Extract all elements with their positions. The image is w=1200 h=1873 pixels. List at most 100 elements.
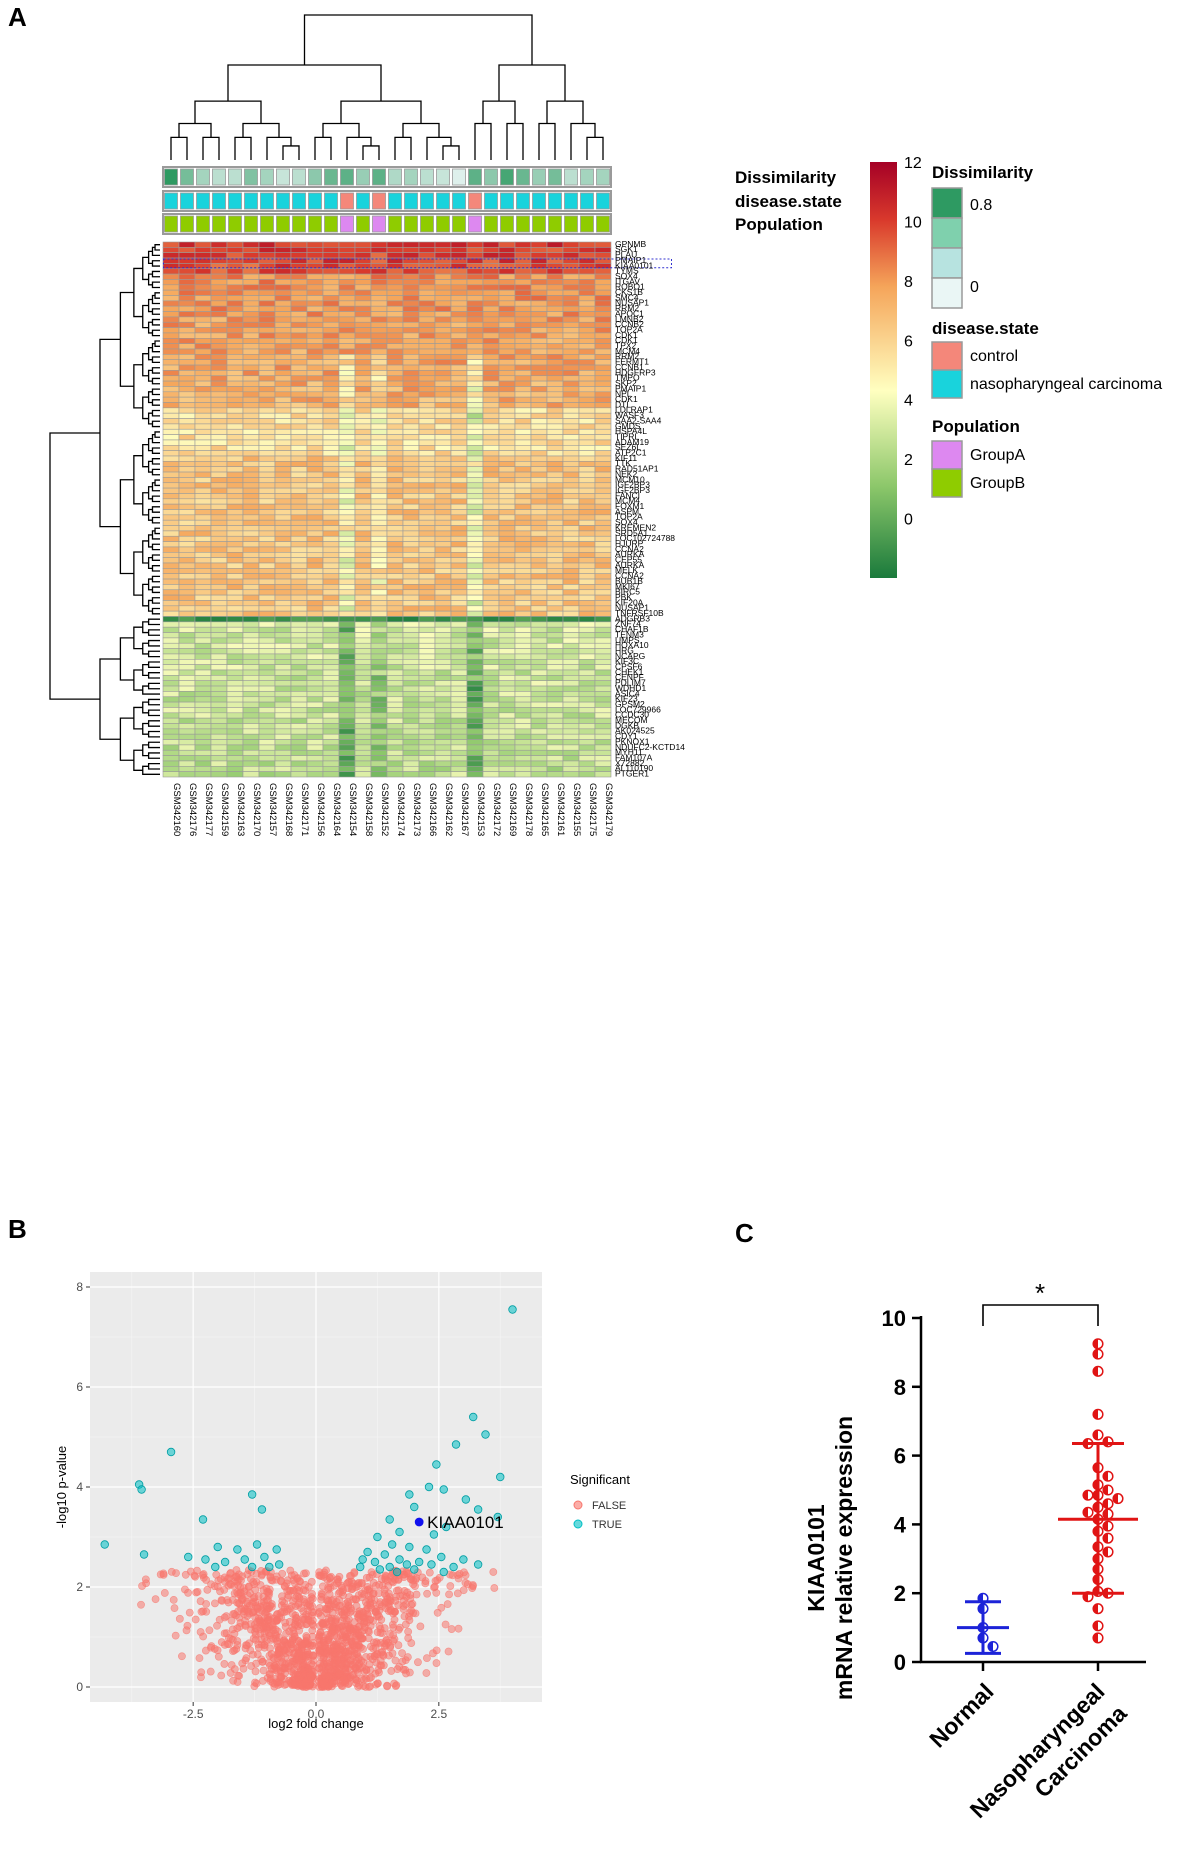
heatmap-cell: [450, 616, 468, 623]
heatmap-cell: [450, 444, 468, 451]
gene-label: CDY1: [615, 731, 638, 741]
heatmap-cell: [258, 327, 276, 334]
heatmap-cell: [178, 327, 196, 334]
heatmap-cell: [594, 498, 612, 505]
heatmap-cell: [338, 455, 356, 462]
heatmap-cell: [450, 434, 468, 441]
heatmap-cell: [498, 418, 516, 425]
heatmap-cell: [242, 653, 260, 660]
heatmap-cell: [466, 273, 484, 280]
color-scale-bar: [870, 162, 897, 578]
heatmap-cell: [354, 658, 372, 665]
heatmap-cell: [178, 723, 196, 730]
heatmap-cell: [402, 600, 420, 607]
dendrogram-branch: [99, 658, 121, 740]
heatmap-cell: [402, 616, 420, 623]
heatmap-cell: [210, 471, 228, 478]
heatmap-cell: [578, 509, 596, 516]
heatmap-cell: [418, 535, 436, 542]
heatmap-cell: [274, 557, 292, 564]
dendrogram-branch: [147, 639, 160, 647]
heatmap-cell: [434, 273, 452, 280]
heatmap-cell: [178, 616, 196, 623]
heatmap-cell: [482, 493, 500, 500]
volcano-point-false: [298, 1641, 306, 1650]
volcano-x-tick-label: 0.0: [308, 1707, 325, 1721]
heatmap-cell: [258, 530, 276, 537]
heatmap-cell: [562, 605, 580, 612]
volcano-point-false: [443, 1600, 452, 1609]
heatmap-cell: [306, 327, 324, 334]
heatmap-cell: [226, 343, 244, 350]
heatmap-cell: [242, 370, 260, 377]
heatmap-cell: [226, 509, 244, 516]
volcano-point-false: [300, 1569, 308, 1578]
heatmap-cell: [290, 273, 308, 280]
heatmap-cell: [418, 284, 436, 291]
annotation-cell-disease-state: [420, 192, 434, 210]
heatmap-cell: [162, 653, 180, 660]
gene-label: HRG: [615, 645, 634, 655]
heatmap-cell: [274, 434, 292, 441]
heatmap-cell: [482, 675, 500, 681]
heatmap-cell: [194, 327, 212, 334]
heatmap-cell: [402, 477, 420, 484]
heatmap-cell: [322, 332, 340, 339]
heatmap-cell: [450, 247, 468, 254]
heatmap-cell: [322, 648, 340, 655]
heatmap-cell: [338, 675, 356, 681]
heatmap-cell: [402, 295, 420, 302]
heatmap-cell: [434, 557, 452, 564]
heatmap-cell: [450, 311, 468, 318]
heatmap-cell: [546, 471, 564, 478]
heatmap-cell: [258, 600, 276, 607]
heatmap-cell: [274, 375, 292, 382]
dendrogram-branch: [151, 281, 160, 289]
sample-label: GSM342173: [411, 783, 422, 836]
heatmap-cell: [226, 712, 244, 719]
legend-control-label: control: [970, 348, 1018, 365]
volcano-point-false: [211, 1599, 219, 1608]
heatmap-cell: [210, 284, 228, 291]
heatmap-cell: [578, 359, 596, 366]
heatmap-cell: [338, 321, 356, 328]
heatmap-cell: [466, 546, 484, 553]
dendrogram-branch: [402, 122, 440, 138]
volcano-point-true: [387, 1540, 397, 1549]
heatmap-cell: [578, 273, 596, 280]
heatmap-cell: [370, 380, 388, 387]
heatmap-cell: [546, 535, 564, 542]
heatmap-cell: [530, 332, 548, 339]
heatmap-cell: [402, 685, 420, 692]
heatmap-cell: [450, 589, 468, 596]
heatmap-cell: [178, 477, 196, 484]
gene-label: AK024525: [615, 726, 655, 736]
heatmap-cell: [226, 765, 244, 772]
heatmap-cell: [402, 675, 420, 681]
annotation-cell-population: [436, 215, 450, 233]
heatmap-cell: [162, 359, 180, 366]
heatmap-cell: [450, 289, 468, 296]
heatmap-cell: [402, 739, 420, 746]
heatmap-cell: [178, 461, 196, 468]
heatmap-cell: [354, 584, 372, 591]
heatmap-cell: [290, 712, 308, 719]
dendrogram-branch: [506, 122, 524, 160]
heatmap-cell: [242, 434, 260, 441]
heatmap-cell: [290, 450, 308, 457]
annotation-row-frame: [162, 166, 612, 188]
heatmap-cell: [178, 241, 196, 248]
heatmap-cell: [578, 418, 596, 425]
heatmap-cell: [178, 428, 196, 435]
heatmap-cell: [354, 669, 372, 676]
heatmap-cell: [514, 252, 532, 259]
heatmap-cell: [226, 295, 244, 302]
heatmap-cell: [418, 514, 436, 521]
heatmap-cell: [354, 370, 372, 377]
heatmap-cell: [562, 247, 580, 254]
heatmap-cell: [178, 658, 196, 665]
heatmap-cell: [354, 428, 372, 435]
heatmap-cell: [322, 386, 340, 393]
volcano-y-tick-label: 8: [76, 1280, 83, 1294]
gene-label: KIF20A: [615, 597, 644, 607]
